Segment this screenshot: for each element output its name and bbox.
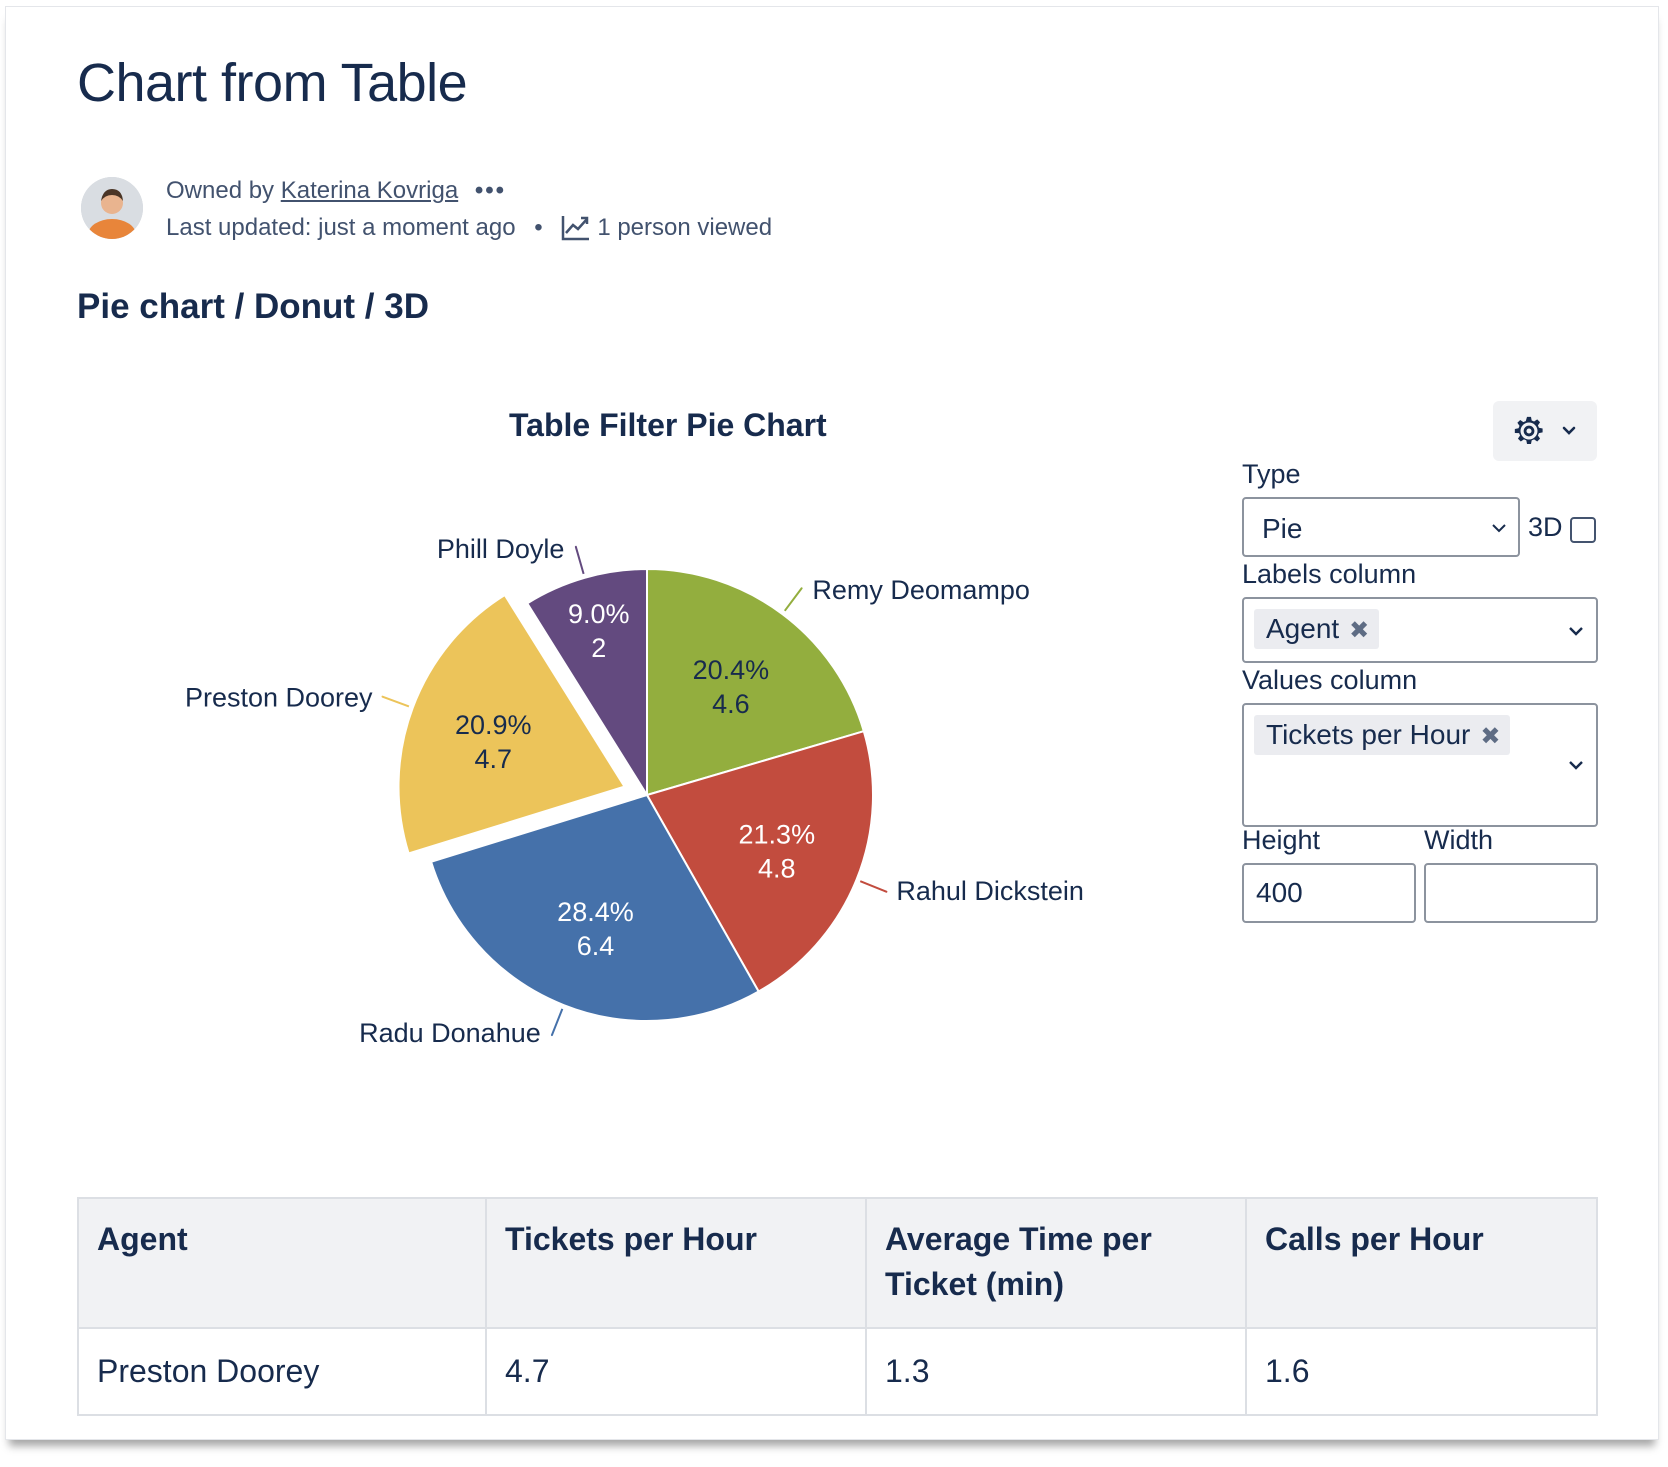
slice-value-label: 4.8 <box>758 853 796 883</box>
table-cell: 1.6 <box>1245 1327 1598 1416</box>
table-cell: Preston Doorey <box>77 1327 487 1416</box>
page-title: Chart from Table <box>77 53 468 113</box>
gear-icon <box>1514 416 1543 445</box>
table-cell: 1.3 <box>865 1327 1247 1416</box>
pie-slice[interactable] <box>646 567 866 797</box>
slice-percent-label: 28.4% <box>557 897 634 927</box>
height-label: Height <box>1242 825 1321 855</box>
slice-category-label: Rahul Dickstein <box>896 876 1084 906</box>
column-header-average-time[interactable]: Average Time per Ticket (min) <box>865 1197 1247 1329</box>
pie-slice[interactable] <box>525 567 648 799</box>
tag-label: Tickets per Hour <box>1266 719 1471 750</box>
type-label: Type <box>1242 459 1301 489</box>
pie-chart: 20.4% 4.6 Remy Deomampo 21.3% 4.8 Rahul Dicks… <box>185 534 1084 1048</box>
3d-checkbox[interactable] <box>1570 517 1596 543</box>
labels-column-tag: Agent ✖ <box>1254 609 1380 649</box>
chart-settings-button[interactable] <box>1493 401 1597 461</box>
slice-value-label: 4.6 <box>712 689 750 719</box>
slice-category-label: Preston Doorey <box>185 682 373 712</box>
viewed-count: 1 person viewed <box>597 214 773 241</box>
pie-slice[interactable] <box>429 793 760 1022</box>
type-select-value: Pie <box>1262 513 1303 544</box>
table-cell: 4.7 <box>485 1327 867 1416</box>
values-column-select[interactable]: Tickets per Hour ✖ <box>1242 703 1598 827</box>
width-input[interactable] <box>1424 863 1598 923</box>
more-actions-button[interactable]: ••• <box>474 177 507 204</box>
avatar-image <box>81 177 143 239</box>
separator-dot: • <box>534 214 543 241</box>
avatar[interactable] <box>81 177 143 239</box>
leader-line <box>550 1008 564 1036</box>
owned-by-label: Owned by <box>166 177 275 204</box>
slice-category-label: Remy Deomampo <box>812 575 1030 605</box>
table-row: Preston Doorey 4.7 1.3 1.6 <box>77 1327 1598 1416</box>
pie-slice[interactable] <box>645 729 874 993</box>
slice-value-label: 4.7 <box>475 744 513 774</box>
slice-percent-label: 20.4% <box>693 655 770 685</box>
leader-line <box>859 880 888 893</box>
leader-line <box>574 545 585 575</box>
slice-value-label: 2 <box>591 633 606 663</box>
page-analytics[interactable]: 1 person viewed <box>561 214 772 241</box>
owner-link[interactable]: Katerina Kovriga <box>280 177 459 204</box>
pie-slice[interactable] <box>397 593 627 855</box>
chevron-down-icon <box>1569 761 1583 770</box>
tag-label: Agent <box>1266 613 1340 644</box>
3d-label: 3D <box>1528 512 1563 542</box>
leader-line <box>381 695 410 708</box>
height-input[interactable]: 400 <box>1242 863 1416 923</box>
slice-percent-label: 9.0% <box>568 599 630 629</box>
width-label: Width <box>1424 825 1494 855</box>
owner-line: Owned by Katerina Kovriga ••• <box>166 177 506 205</box>
slice-category-label: Phill Doyle <box>437 534 565 564</box>
table-header-row: Agent Tickets per Hour Average Time per … <box>77 1197 1598 1329</box>
slice-value-label: 6.4 <box>577 931 615 961</box>
labels-column-select[interactable]: Agent ✖ <box>1242 597 1598 663</box>
type-select[interactable]: Pie <box>1242 497 1520 557</box>
page-card: Chart from Table Owned by Katerina Kovri… <box>5 6 1659 1440</box>
chevron-down-icon <box>1562 426 1576 435</box>
column-header-agent[interactable]: Agent <box>77 1197 487 1329</box>
column-header-tickets-per-hour[interactable]: Tickets per Hour <box>485 1197 867 1329</box>
updated-line: Last updated: just a moment ago • 1 pers… <box>166 213 772 242</box>
slice-percent-label: 21.3% <box>739 819 816 849</box>
analytics-icon <box>562 216 590 241</box>
values-column-tag: Tickets per Hour ✖ <box>1254 715 1511 755</box>
leader-line <box>783 587 803 612</box>
chevron-down-icon <box>1492 524 1506 533</box>
section-title: Pie chart / Donut / 3D <box>77 287 429 326</box>
values-column-label: Values column <box>1242 665 1418 695</box>
labels-column-label: Labels column <box>1242 559 1417 589</box>
slice-category-label: Radu Donahue <box>359 1018 541 1048</box>
remove-tag-icon[interactable]: ✖ <box>1480 723 1501 750</box>
column-header-calls-per-hour[interactable]: Calls per Hour <box>1245 1197 1598 1329</box>
slice-percent-label: 20.9% <box>455 710 532 740</box>
data-table: Agent Tickets per Hour Average Time per … <box>77 1197 1598 1416</box>
remove-tag-icon[interactable]: ✖ <box>1349 617 1370 644</box>
chart-title: Table Filter Pie Chart <box>509 407 827 443</box>
last-updated-text: Last updated: just a moment ago <box>166 214 516 241</box>
chevron-down-icon <box>1569 627 1583 636</box>
